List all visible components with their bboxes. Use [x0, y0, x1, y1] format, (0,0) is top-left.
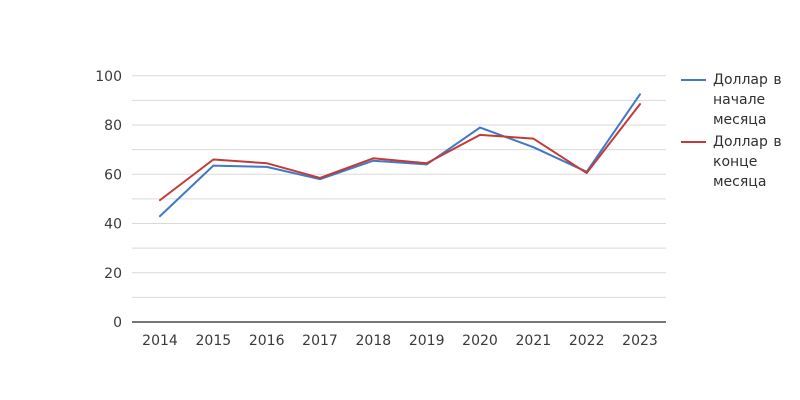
- x-tick-label: 2018: [356, 333, 392, 349]
- y-tick-label: 60: [104, 167, 122, 183]
- x-tick-label: 2017: [302, 333, 338, 349]
- y-tick-label: 0: [113, 315, 122, 331]
- legend-line-swatch-blue: [681, 79, 706, 81]
- legend: Доллар в начале месяца Доллар в конце ме…: [681, 70, 799, 192]
- legend-label: Доллар в конце месяца: [713, 134, 782, 190]
- x-tick-label: 2020: [462, 333, 498, 349]
- y-tick-label: 100: [95, 69, 122, 85]
- legend-label: Доллар в начале месяца: [713, 72, 782, 128]
- series-line-1: [159, 103, 641, 202]
- x-tick-label: 2021: [516, 333, 552, 349]
- x-tick-label: 2015: [196, 333, 232, 349]
- series-line-0: [159, 93, 641, 218]
- legend-line-swatch-red: [681, 141, 706, 143]
- legend-item-dollar-end-of-month: Доллар в конце месяца: [681, 132, 799, 192]
- y-tick-label: 80: [104, 118, 122, 134]
- x-tick-label: 2014: [142, 333, 178, 349]
- x-tick-label: 2023: [622, 333, 658, 349]
- x-tick-label: 2019: [409, 333, 445, 349]
- x-tick-label: 2022: [569, 333, 605, 349]
- y-tick-label: 20: [104, 266, 122, 282]
- legend-item-dollar-start-of-month: Доллар в начале месяца: [681, 70, 799, 130]
- x-tick-label: 2016: [249, 333, 285, 349]
- y-tick-label: 40: [104, 217, 122, 233]
